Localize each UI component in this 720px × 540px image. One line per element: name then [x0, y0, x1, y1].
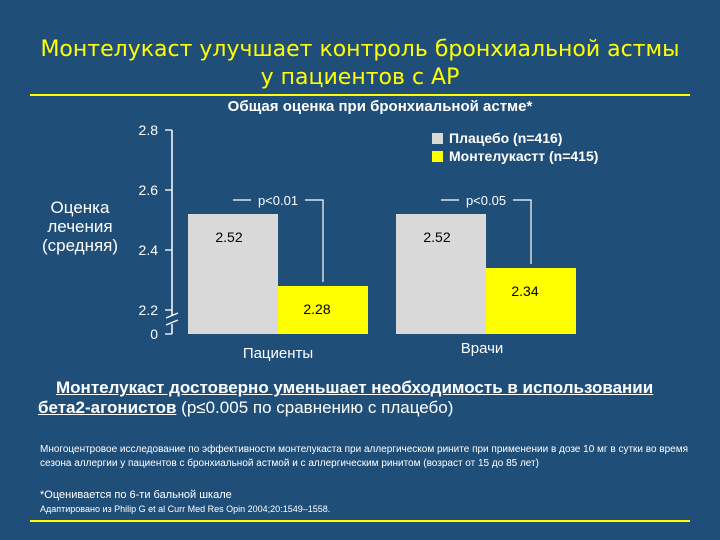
y-axis-label-line: лечения	[47, 217, 113, 236]
legend-item-placebo: Плацебо (n=416)	[432, 130, 562, 146]
legend-label-placebo: Плацебо (n=416)	[449, 130, 563, 146]
bar	[278, 286, 368, 334]
y-tick-label: 2.2	[139, 302, 159, 318]
chart-title: Общая оценка при бронхиальной астме*	[227, 98, 533, 115]
significance-bracket	[233, 199, 324, 282]
bar-value-label: 2.52	[215, 229, 242, 245]
legend-item-montelukast: Монтелукастт (n=415)	[432, 148, 598, 164]
bar	[396, 214, 486, 334]
significance-label: p<0.01	[258, 193, 298, 208]
category-label: Врачи	[461, 340, 504, 357]
significance-bracket	[441, 199, 532, 264]
source-citation: Адаптировано из Philip G et al Curr Med …	[40, 504, 331, 514]
bar-value-label: 2.52	[423, 229, 450, 245]
footnote: *Оценивается по 6-ти бальной шкале	[40, 489, 232, 501]
conclusion-rest: (p≤0.005 по сравнению с плацебо)	[176, 398, 454, 417]
legend-swatch-placebo	[432, 132, 443, 144]
y-axis-label-line: (средняя)	[41, 236, 119, 255]
bar-value-label: 2.28	[303, 301, 330, 317]
conclusion-strong: Монтелукаст достоверно уменьшает необход…	[38, 378, 654, 417]
axis-break-mark	[165, 312, 179, 326]
y-tick-label: 2.6	[139, 182, 159, 198]
y-tick-label: 2.4	[139, 242, 159, 258]
bar	[486, 268, 576, 334]
bottom-divider	[30, 520, 690, 522]
y-axis-label: Оценка лечения (средняя)	[28, 198, 132, 255]
conclusion-text: Монтелукаст достоверно уменьшает необход…	[38, 378, 688, 418]
legend-swatch-montelukast	[432, 150, 443, 162]
slide-title: Монтелукаст улучшает контроль бронхиальн…	[40, 37, 680, 90]
bar	[188, 214, 278, 334]
legend-label-montelukast: Монтелукастт (n=415)	[449, 148, 599, 164]
title-divider	[30, 94, 690, 96]
significance-label: p<0.05	[466, 193, 506, 208]
study-note: Многоцентровое исследование по эффективн…	[40, 444, 689, 469]
y-tick-label: 0	[150, 326, 158, 342]
category-label: Пациенты	[243, 345, 313, 362]
y-tick-label: 2.8	[139, 122, 159, 138]
y-axis-label-line: Оценка	[50, 198, 110, 217]
bar-value-label: 2.34	[511, 283, 538, 299]
